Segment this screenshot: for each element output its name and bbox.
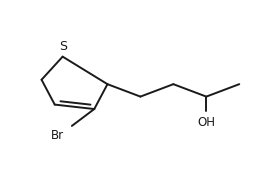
Text: S: S [59,40,67,53]
Text: OH: OH [197,116,215,129]
Text: Br: Br [51,129,64,142]
